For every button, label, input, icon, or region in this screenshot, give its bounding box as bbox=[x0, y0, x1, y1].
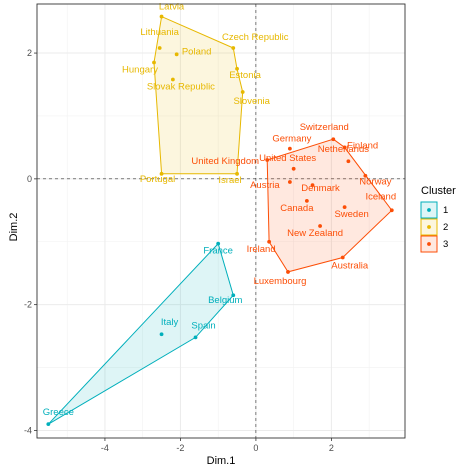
point-spain bbox=[193, 335, 198, 340]
point-label-portugal: Portugal bbox=[140, 174, 175, 185]
point-finland bbox=[342, 145, 347, 150]
point-label-italy: Italy bbox=[161, 317, 179, 328]
point-label-lithuania: Lithuania bbox=[140, 27, 179, 38]
point-label-belgium: Belgium bbox=[208, 295, 242, 306]
point-estonia bbox=[235, 66, 239, 71]
plot-panel bbox=[37, 4, 405, 438]
point-label-slovenia: Slovenia bbox=[233, 96, 270, 107]
legend-label-3: 3 bbox=[443, 239, 448, 250]
point-label-spain: Spain bbox=[191, 320, 215, 331]
point-label-new-zealand: New Zealand bbox=[287, 228, 343, 239]
point-germany bbox=[287, 146, 292, 151]
legend-dot-2 bbox=[427, 225, 431, 229]
point-label-finland: Finland bbox=[347, 140, 378, 151]
point-italy bbox=[159, 332, 164, 337]
point-label-germany: Germany bbox=[272, 134, 311, 145]
point-label-austria: Austria bbox=[250, 180, 280, 191]
point-latvia bbox=[159, 14, 164, 19]
x-tick-label: 0 bbox=[253, 443, 258, 453]
legend: Cluster 1 2 3 bbox=[420, 185, 456, 253]
y-axis-title: Dim.2 bbox=[8, 213, 20, 242]
cluster-3-hull bbox=[266, 138, 393, 273]
legend-title: Cluster bbox=[421, 185, 456, 197]
point-canada bbox=[304, 198, 309, 203]
point-label-united-kingdom: United Kingdom bbox=[191, 156, 259, 167]
point-austria bbox=[287, 180, 292, 184]
point-hungary bbox=[152, 60, 156, 65]
point-sweden bbox=[342, 205, 347, 210]
point-label-united-states: United States bbox=[259, 153, 316, 164]
point-united-kingdom bbox=[265, 158, 270, 162]
y-tick-label: -2 bbox=[24, 300, 32, 310]
point-label-hungary: Hungary bbox=[122, 64, 158, 75]
legend-label-2: 2 bbox=[443, 222, 448, 233]
point-label-netherlands: Netherlands bbox=[318, 144, 369, 155]
point-greece bbox=[46, 422, 51, 427]
point-lithuania bbox=[157, 46, 162, 50]
point-denmark bbox=[310, 183, 315, 188]
point-portugal bbox=[159, 171, 164, 176]
point-czech-republic bbox=[231, 46, 236, 50]
point-poland bbox=[174, 52, 179, 57]
point-label-canada: Canada bbox=[280, 203, 314, 214]
point-label-luxembourg: Luxembourg bbox=[254, 276, 307, 287]
point-slovak-republic bbox=[170, 77, 175, 82]
point-label-israel: Israel bbox=[218, 175, 241, 186]
point-switzerland bbox=[331, 137, 336, 142]
point-label-greece: Greece bbox=[43, 407, 74, 418]
y-tick-label: -4 bbox=[24, 425, 32, 435]
legend-label-1: 1 bbox=[443, 205, 448, 216]
point-label-poland: Poland bbox=[182, 46, 212, 57]
x-axis-title: Dim.1 bbox=[207, 455, 236, 467]
point-luxembourg bbox=[286, 270, 290, 274]
point-label-latvia: Latvia bbox=[159, 2, 185, 13]
point-norway bbox=[363, 173, 368, 178]
point-slovenia bbox=[240, 90, 245, 94]
plot-border bbox=[36, 3, 406, 439]
y-tick-label: 0 bbox=[27, 174, 32, 184]
point-label-denmark: Denmark bbox=[301, 183, 340, 194]
point-label-estonia: Estonia bbox=[229, 70, 261, 81]
x-tick-label: -2 bbox=[176, 443, 184, 453]
point-new-zealand bbox=[318, 224, 322, 228]
point-label-france: France bbox=[203, 246, 233, 257]
point-label-sweden: Sweden bbox=[334, 209, 368, 220]
point-ireland bbox=[267, 239, 272, 244]
point-belgium bbox=[231, 293, 236, 298]
point-label-norway: Norway bbox=[359, 177, 391, 188]
point-france bbox=[216, 241, 221, 246]
point-iceland bbox=[389, 208, 394, 213]
legend-dot-3 bbox=[427, 242, 431, 246]
point-label-czech-republic: Czech Republic bbox=[222, 32, 289, 43]
x-tick-label: 2 bbox=[329, 443, 334, 453]
point-label-ireland: Ireland bbox=[247, 244, 276, 255]
point-label-slovak-republic: Slovak Republic bbox=[147, 81, 215, 92]
point-australia bbox=[340, 255, 345, 260]
legend-dot-1 bbox=[427, 208, 431, 212]
point-label-australia: Australia bbox=[331, 260, 369, 271]
point-united-states bbox=[291, 166, 296, 171]
y-tick-label: 2 bbox=[27, 48, 32, 58]
point-label-iceland: Iceland bbox=[365, 191, 396, 202]
point-israel bbox=[235, 171, 239, 176]
point-netherlands bbox=[346, 159, 351, 164]
point-label-switzerland: Switzerland bbox=[300, 122, 349, 133]
x-tick-label: -4 bbox=[101, 443, 109, 453]
